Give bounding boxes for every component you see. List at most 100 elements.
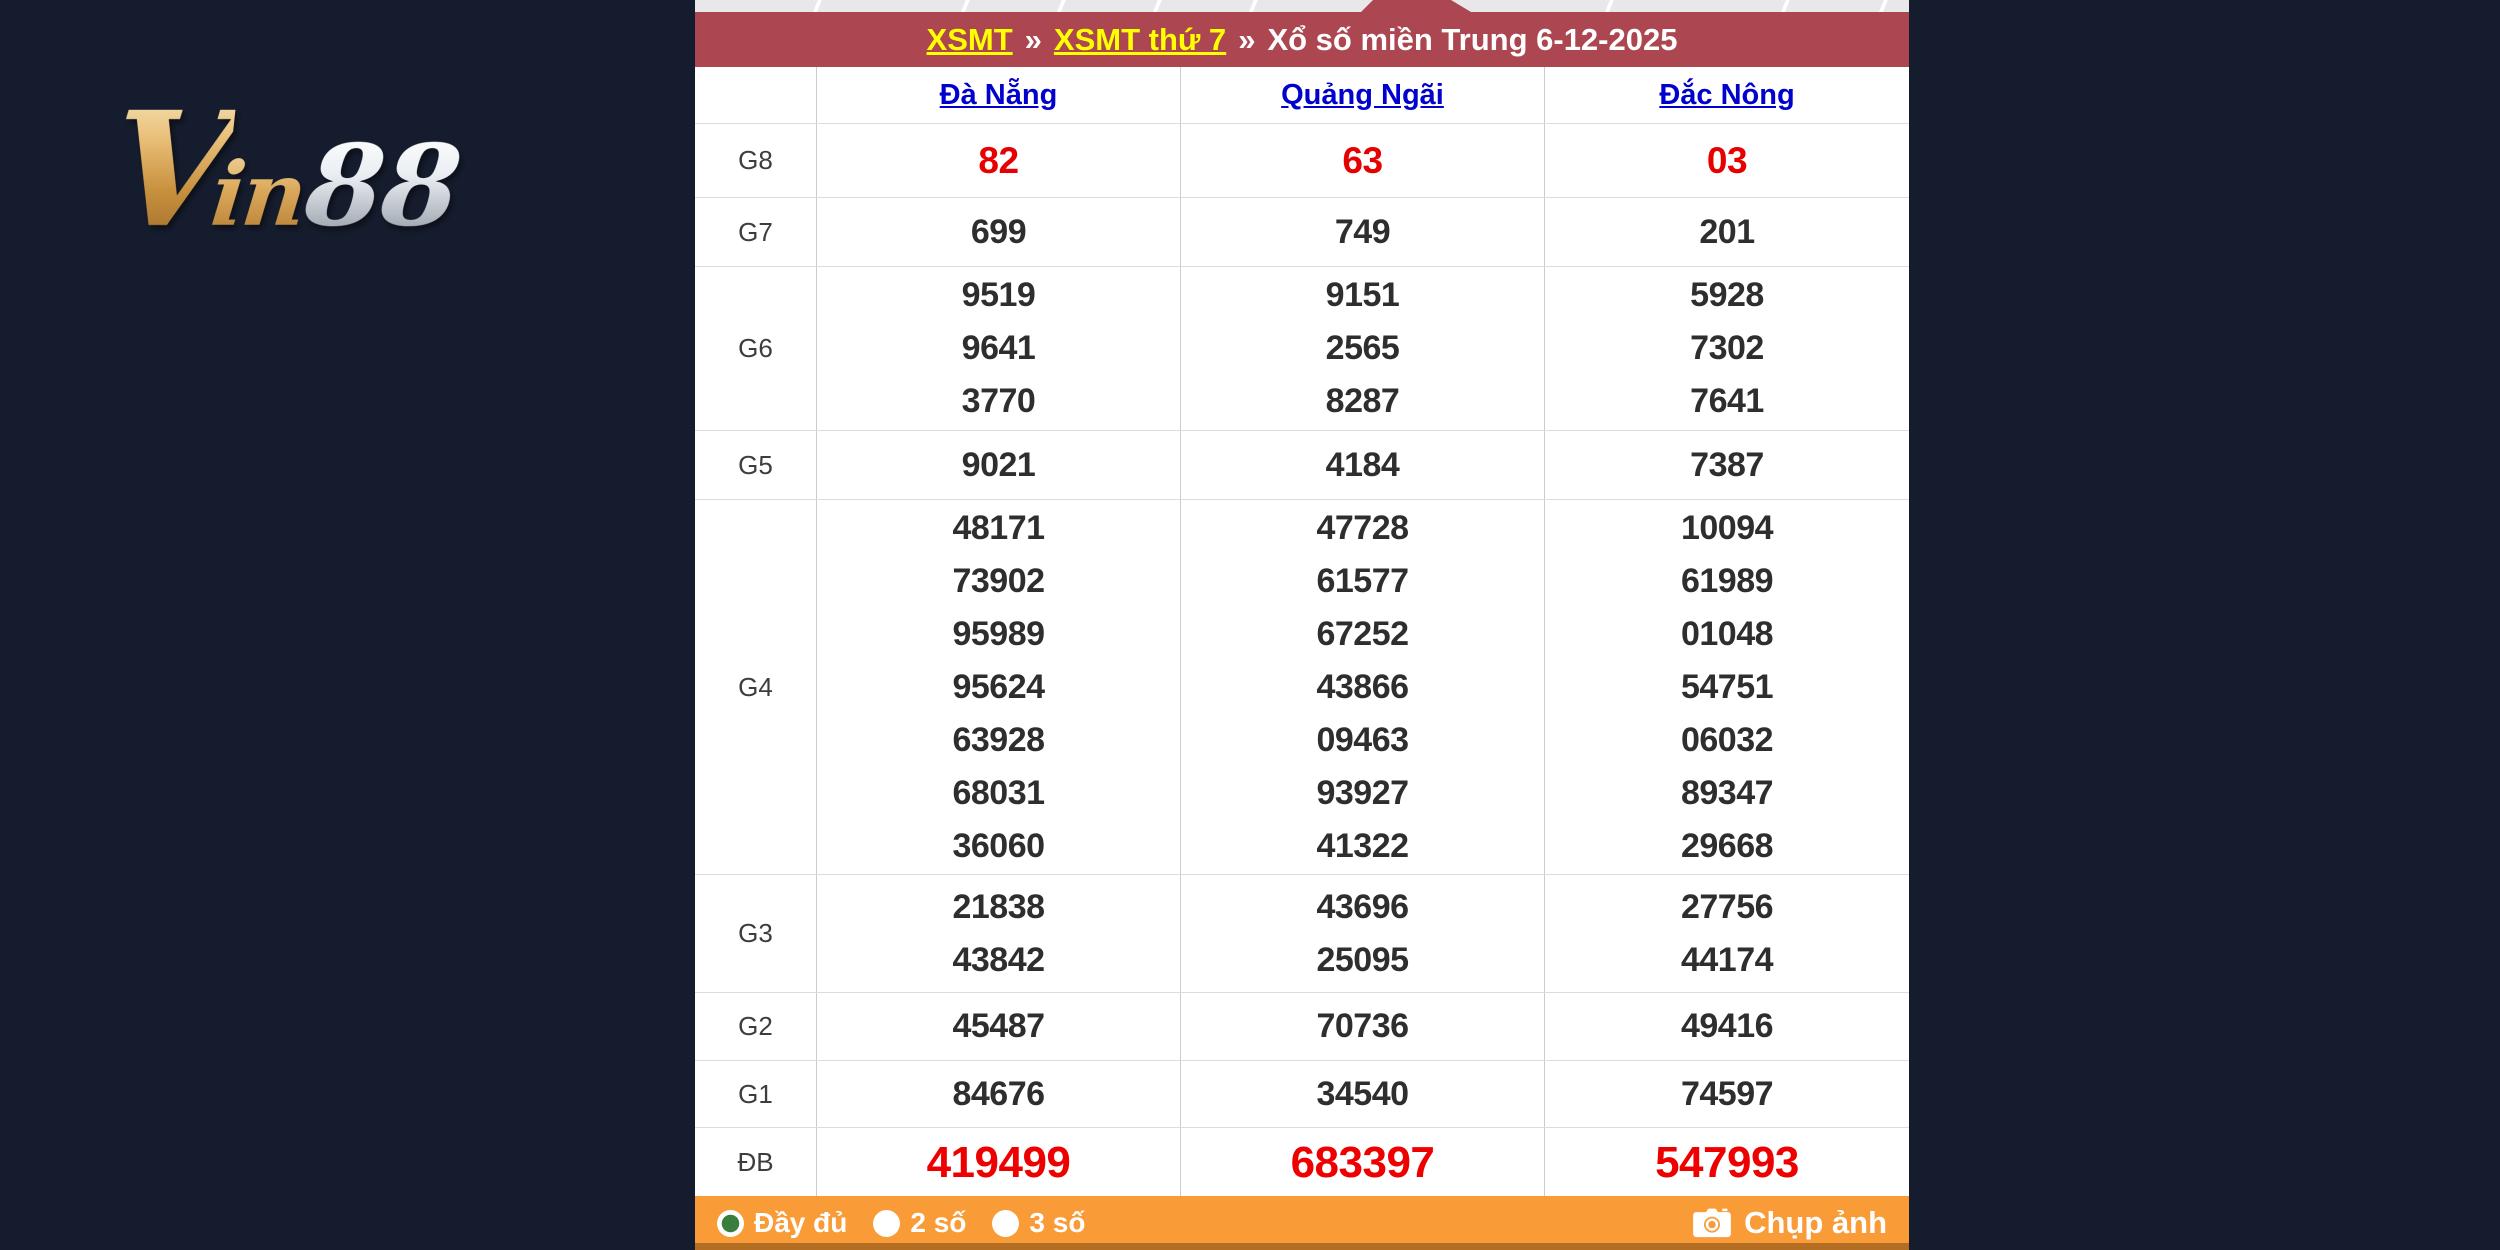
option-label: Đầy đủ xyxy=(754,1207,848,1238)
prize-value-cell: 749 xyxy=(1181,198,1545,266)
prize-number: 3770 xyxy=(961,382,1036,420)
prize-value-cell: 9021 xyxy=(817,431,1181,499)
prize-number: 95989 xyxy=(952,614,1045,653)
prize-value-cell: 45487 xyxy=(817,993,1181,1060)
prize-value-cell: 201 xyxy=(1545,198,1909,266)
capture-button[interactable]: Chụp ảnh xyxy=(1692,1205,1887,1241)
prize-value-cell: 34540 xyxy=(1181,1061,1545,1127)
prize-value-cell: 27756 44174 xyxy=(1545,875,1909,992)
tab-divider xyxy=(1602,0,1616,12)
prize-number: 29668 xyxy=(1680,826,1774,865)
tab-strip[interactable] xyxy=(695,0,1909,12)
prize-number: 82 xyxy=(978,140,1019,181)
radio-selected-icon[interactable] xyxy=(717,1209,744,1237)
prize-value-cell: 5928 7302 7641 xyxy=(1545,267,1909,430)
table-row: G1 84676 34540 74597 xyxy=(695,1060,1909,1127)
prize-number: 201 xyxy=(1699,212,1755,251)
prize-value-cell: 03 xyxy=(1545,124,1909,197)
prize-number: 547993 xyxy=(1655,1137,1799,1187)
prize-label: G5 xyxy=(695,431,817,499)
prize-value-cell: 82 xyxy=(817,124,1181,197)
prize-number: 47728 xyxy=(1316,508,1409,547)
prize-number: 9519 xyxy=(961,276,1036,314)
option-label: 2 số xyxy=(910,1207,967,1238)
breadcrumb-separator: » xyxy=(1024,21,1042,57)
table-row: ĐB 419499 683397 547993 xyxy=(695,1127,1909,1196)
prize-number: 43866 xyxy=(1316,667,1409,706)
prize-value-cell: 70736 xyxy=(1181,993,1545,1060)
prize-number: 70736 xyxy=(1316,1007,1409,1045)
footer-bar: Đầy đủ 2 số 3 số Chụp ảnh xyxy=(695,1196,1909,1250)
option-2-so[interactable]: 2 số xyxy=(873,1207,966,1239)
table-row: G2 45487 70736 49416 xyxy=(695,992,1909,1060)
prize-value-cell: 699 xyxy=(817,198,1181,266)
prize-label-column-header xyxy=(695,67,817,123)
tab-divider xyxy=(810,0,824,12)
option-label: 3 số xyxy=(1029,1207,1086,1238)
radio-icon[interactable] xyxy=(873,1209,901,1237)
prize-number: 73902 xyxy=(952,561,1045,600)
prize-number: 03 xyxy=(1706,140,1748,181)
table-row: G4 48171 73902 95989 95624 63928 68031 36060 477… xyxy=(695,499,1909,874)
prize-label: G3 xyxy=(695,875,817,992)
prize-value-cell: 47728 61577 67252 43866 09463 93927 41322 xyxy=(1181,500,1545,874)
prize-number: 419499 xyxy=(926,1137,1071,1187)
prize-number: 44174 xyxy=(1680,940,1774,979)
tab-divider xyxy=(1150,0,1164,12)
prize-number: 9021 xyxy=(961,445,1036,484)
prize-number: 10094 xyxy=(1680,508,1774,547)
camera-icon xyxy=(1692,1207,1732,1239)
prize-number: 8287 xyxy=(1325,382,1400,420)
prize-number: 01048 xyxy=(1680,614,1774,653)
prize-value-cell: 547993 xyxy=(1545,1128,1909,1196)
prize-number: 74597 xyxy=(1680,1074,1774,1113)
option-3-so[interactable]: 3 số xyxy=(992,1207,1085,1239)
breadcrumb-link-xsmt[interactable]: XSMT xyxy=(926,21,1013,57)
breadcrumb: XSMT » XSMT thứ 7 » Xổ số miền Trung 6-1… xyxy=(695,12,1909,67)
prize-number: 48171 xyxy=(952,508,1045,547)
prize-number: 9151 xyxy=(1325,276,1400,314)
prize-number: 7641 xyxy=(1690,382,1764,420)
option-day-du[interactable]: Đầy đủ xyxy=(717,1207,847,1239)
prize-value-cell: 419499 xyxy=(817,1128,1181,1196)
prize-number: 84676 xyxy=(952,1074,1045,1113)
prize-number: 34540 xyxy=(1316,1074,1409,1113)
province-link-da-nang[interactable]: Đà Nẵng xyxy=(939,78,1058,111)
table-row: G5 9021 4184 7387 xyxy=(695,430,1909,499)
vin88-logo[interactable]: Vin88 xyxy=(102,78,468,263)
province-link-quang-ngai[interactable]: Quảng Ngãi xyxy=(1281,78,1444,111)
prize-value-cell: 84676 xyxy=(817,1061,1181,1127)
prize-number: 43842 xyxy=(952,940,1045,979)
prize-value-cell: 49416 xyxy=(1545,993,1909,1060)
prize-value-cell: 4184 xyxy=(1181,431,1545,499)
prize-number: 63928 xyxy=(952,720,1045,759)
prize-number: 4184 xyxy=(1325,445,1400,484)
prize-value-cell: 683397 xyxy=(1181,1128,1545,1196)
prize-number: 68031 xyxy=(952,773,1045,812)
prize-number: 683397 xyxy=(1290,1137,1435,1187)
table-row: G8 82 63 03 xyxy=(695,123,1909,197)
prize-number: 7387 xyxy=(1690,445,1764,484)
prize-value-cell: 63 xyxy=(1181,124,1545,197)
column-header-row: Đà Nẵng Quảng Ngãi Đắc Nông xyxy=(695,67,1909,123)
prize-number: 61577 xyxy=(1316,561,1409,600)
active-tab[interactable] xyxy=(1361,0,1471,12)
prize-value-cell: 9151 2565 8287 xyxy=(1181,267,1545,430)
prize-label: G4 xyxy=(695,500,817,874)
tab-divider xyxy=(958,0,972,12)
prize-value-cell: 43696 25095 xyxy=(1181,875,1545,992)
prize-number: 2565 xyxy=(1325,329,1400,367)
radio-icon[interactable] xyxy=(992,1209,1020,1237)
province-link-dac-nong[interactable]: Đắc Nông xyxy=(1659,78,1795,111)
results-table: G8 82 63 03 G7 699 749 201 G6 9519 9641 3770 9151 256… xyxy=(695,123,1909,1196)
prize-number: 27756 xyxy=(1680,887,1774,926)
breadcrumb-separator: » xyxy=(1238,21,1256,57)
prize-number: 21838 xyxy=(952,887,1045,926)
prize-label: G8 xyxy=(695,124,817,197)
prize-number: 7302 xyxy=(1690,329,1764,367)
prize-number: 9641 xyxy=(961,329,1036,367)
breadcrumb-link-xsmt-thu-7[interactable]: XSMT thứ 7 xyxy=(1053,21,1227,57)
prize-label: ĐB xyxy=(695,1128,817,1196)
prize-number: 89347 xyxy=(1680,773,1774,812)
tab-divider xyxy=(1246,0,1260,12)
